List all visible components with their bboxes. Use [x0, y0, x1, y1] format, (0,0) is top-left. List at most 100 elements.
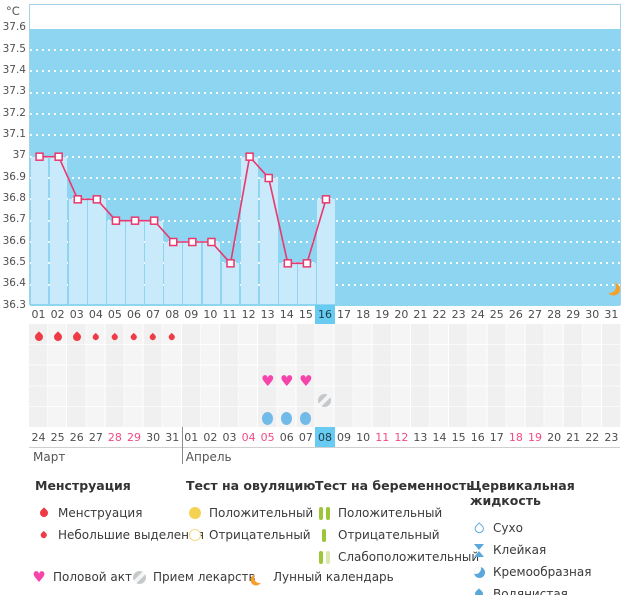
event-cell[interactable] [163, 391, 182, 409]
event-cell[interactable] [430, 349, 449, 371]
cycle-day-cell[interactable]: 07 [146, 308, 161, 321]
event-cell[interactable] [220, 391, 239, 409]
event-cell[interactable] [201, 349, 220, 371]
event-cell[interactable] [201, 371, 220, 391]
event-cell[interactable] [545, 409, 564, 427]
event-cell[interactable] [525, 324, 544, 349]
event-cell[interactable] [124, 391, 143, 409]
calendar-date-cell[interactable]: 29 [127, 430, 142, 444]
event-cell[interactable] [220, 324, 239, 349]
event-cell[interactable] [29, 371, 48, 391]
cycle-day-cell[interactable]: 22 [432, 308, 447, 321]
event-cell[interactable] [239, 391, 258, 409]
event-cell[interactable] [220, 409, 239, 427]
calendar-date-cell[interactable]: 07 [298, 430, 313, 444]
event-cell[interactable] [48, 324, 67, 349]
cycle-day-cell[interactable]: 26 [508, 308, 523, 321]
event-cell[interactable] [105, 371, 124, 391]
event-cell[interactable] [296, 409, 315, 427]
cycle-day-cell[interactable]: 09 [184, 308, 199, 321]
event-cell[interactable] [182, 371, 201, 391]
event-cell[interactable] [468, 371, 487, 391]
event-cell[interactable] [315, 409, 334, 427]
event-cell[interactable] [373, 409, 392, 427]
event-cell[interactable] [201, 324, 220, 349]
calendar-date-cell[interactable]: 24 [31, 430, 46, 444]
event-cell[interactable] [392, 324, 411, 349]
event-cell[interactable] [487, 391, 506, 409]
calendar-date-cell[interactable]: 23 [604, 430, 619, 444]
event-cell[interactable] [124, 371, 143, 391]
event-cell[interactable] [525, 409, 544, 427]
cycle-day-cell[interactable]: 01 [31, 308, 46, 321]
event-cell[interactable]: ♥ [296, 371, 315, 391]
event-cell[interactable] [430, 391, 449, 409]
calendar-date-cell[interactable]: 06 [279, 430, 294, 444]
calendar-date-cell[interactable]: 27 [88, 430, 103, 444]
cycle-day-cell[interactable]: 23 [451, 308, 466, 321]
event-cell[interactable] [67, 324, 86, 349]
calendar-date-cell[interactable]: 19 [527, 430, 542, 444]
event-cell[interactable] [124, 409, 143, 427]
event-cell[interactable] [468, 391, 487, 409]
calendar-date-cell[interactable]: 22 [585, 430, 600, 444]
event-cell[interactable] [583, 409, 602, 427]
cycle-day-cell[interactable]: 19 [375, 308, 390, 321]
event-cell[interactable] [105, 324, 124, 349]
event-cell[interactable] [411, 349, 430, 371]
event-cell[interactable] [468, 409, 487, 427]
calendar-date-cell[interactable]: 08 [315, 427, 335, 447]
event-cell[interactable] [48, 371, 67, 391]
event-cell[interactable] [67, 371, 86, 391]
event-cell[interactable] [506, 409, 525, 427]
event-cell[interactable] [392, 371, 411, 391]
event-cell[interactable] [201, 391, 220, 409]
event-cell[interactable] [124, 324, 143, 349]
calendar-date-cell[interactable]: 18 [508, 430, 523, 444]
calendar-date-cell[interactable]: 11 [375, 430, 390, 444]
event-cell[interactable] [163, 324, 182, 349]
cycle-day-cell[interactable]: 28 [547, 308, 562, 321]
event-cell[interactable] [48, 349, 67, 371]
cycle-day-cell[interactable]: 20 [394, 308, 409, 321]
event-cell[interactable] [430, 324, 449, 349]
event-cell[interactable] [411, 324, 430, 349]
cycle-day-cell[interactable]: 05 [107, 308, 122, 321]
cycle-day-cell[interactable]: 13 [260, 308, 275, 321]
event-cell[interactable] [392, 349, 411, 371]
calendar-date-cell[interactable]: 02 [203, 430, 218, 444]
calendar-date-cell[interactable]: 30 [146, 430, 161, 444]
event-cell[interactable] [335, 391, 354, 409]
event-cell[interactable] [182, 349, 201, 371]
event-cell[interactable] [296, 324, 315, 349]
calendar-date-cell[interactable]: 26 [69, 430, 84, 444]
event-cell[interactable] [602, 371, 621, 391]
event-cell[interactable] [144, 324, 163, 349]
event-cell[interactable] [449, 409, 468, 427]
event-cell[interactable] [602, 409, 621, 427]
calendar-date-cell[interactable]: 31 [165, 430, 180, 444]
calendar-date-cell[interactable]: 01 [184, 430, 199, 444]
event-cell[interactable] [354, 324, 373, 349]
event-cell[interactable] [354, 391, 373, 409]
event-cell[interactable] [545, 349, 564, 371]
event-cell[interactable] [277, 409, 296, 427]
event-cell[interactable] [411, 391, 430, 409]
calendar-date-cell[interactable]: 28 [107, 430, 122, 444]
cycle-day-cell[interactable]: 15 [298, 308, 313, 321]
cycle-day-cell[interactable]: 02 [50, 308, 65, 321]
event-cell[interactable] [449, 324, 468, 349]
event-cell[interactable] [29, 391, 48, 409]
event-cell[interactable] [602, 391, 621, 409]
cycle-day-cell[interactable]: 31 [604, 308, 619, 321]
event-cell[interactable] [315, 324, 334, 349]
event-cell[interactable] [220, 371, 239, 391]
event-cell[interactable] [506, 391, 525, 409]
cycle-day-cell[interactable]: 17 [337, 308, 352, 321]
event-cell[interactable] [239, 409, 258, 427]
cycle-day-cell[interactable]: 08 [165, 308, 180, 321]
event-cell[interactable] [354, 409, 373, 427]
event-cell[interactable] [258, 409, 277, 427]
event-cell[interactable] [335, 409, 354, 427]
cycle-day-cell[interactable]: 24 [470, 308, 485, 321]
